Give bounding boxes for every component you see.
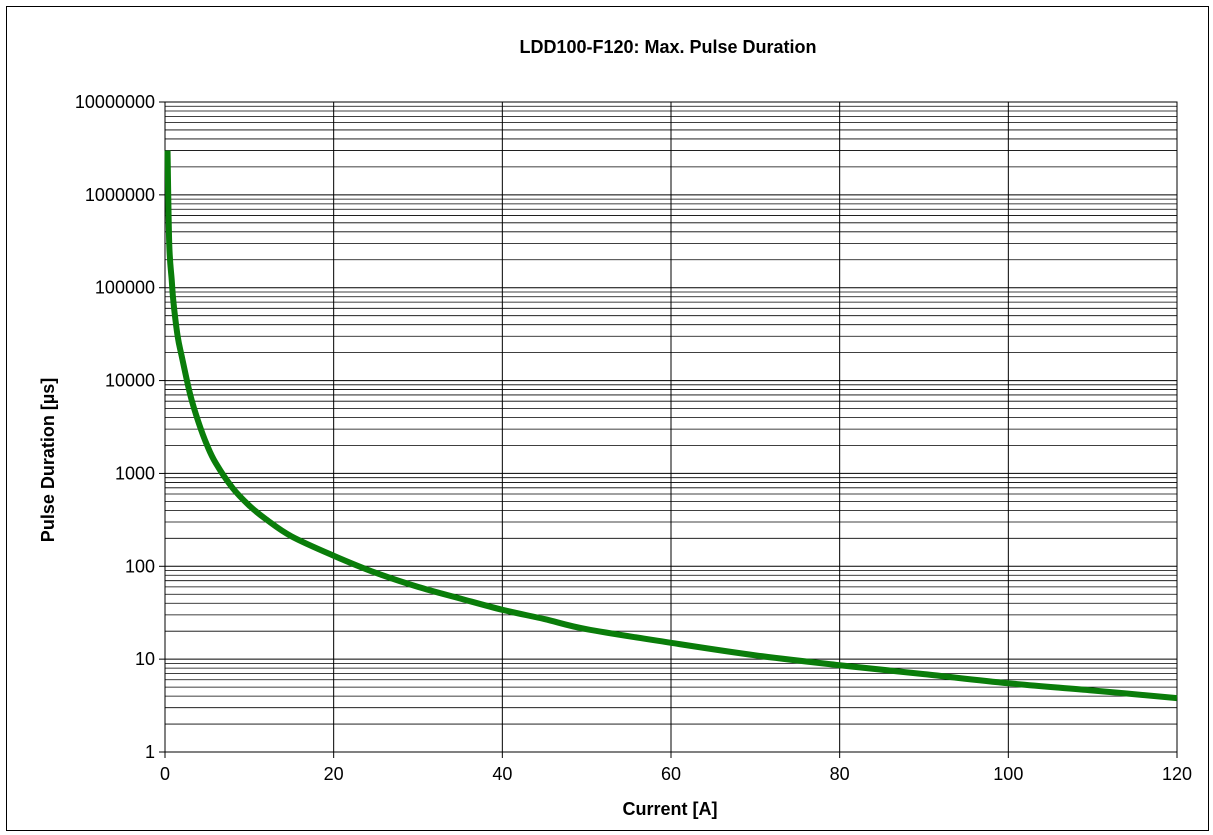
y-tick-label: 100 (125, 556, 155, 576)
series-line (164, 150, 1178, 702)
series-lines (164, 150, 1178, 702)
chart-title: LDD100-F120: Max. Pulse Duration (519, 37, 816, 57)
plot-area (164, 101, 1178, 753)
y-tick-label: 100000 (95, 278, 155, 298)
x-tick-label: 60 (661, 764, 681, 784)
x-tick-label: 80 (830, 764, 850, 784)
x-tick-label: 40 (492, 764, 512, 784)
y-tick-label: 1000 (115, 463, 155, 483)
x-tick-label: 100 (993, 764, 1023, 784)
x-axis-label: Current [A] (623, 799, 718, 819)
y-tick-label: 10000 (105, 371, 155, 391)
y-tick-label: 1 (145, 742, 155, 762)
y-tick-label: 10000000 (75, 92, 155, 112)
y-tick-label: 10 (135, 649, 155, 669)
grid-lines (159, 101, 1178, 758)
y-tick-label: 1000000 (85, 185, 155, 205)
tick-labels: 1 10 100 1000 10000 100000 1000000 10000000 0 20 4… (75, 92, 1192, 784)
x-tick-label: 20 (324, 764, 344, 784)
x-tick-label: 0 (160, 764, 170, 784)
x-tick-label: 120 (1162, 764, 1192, 784)
y-axis-label: Pulse Duration [µs] (38, 378, 58, 542)
